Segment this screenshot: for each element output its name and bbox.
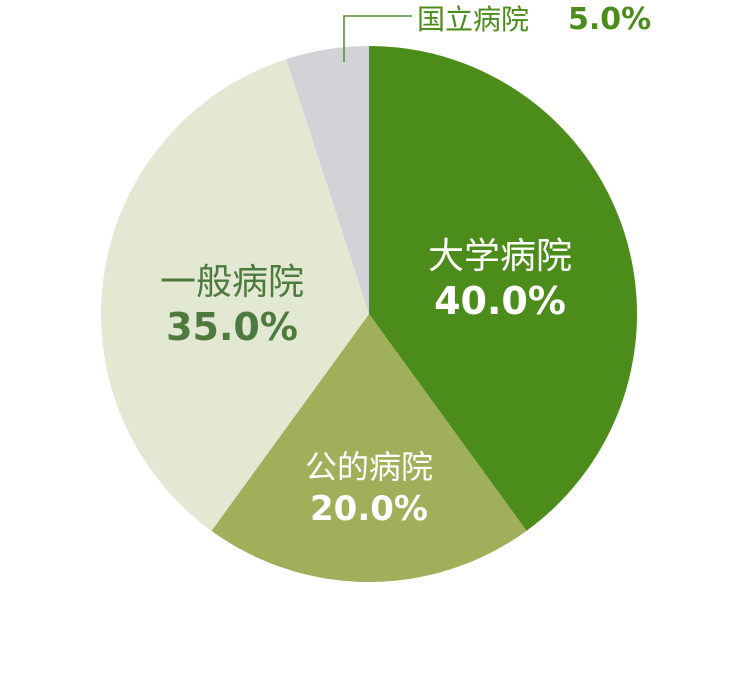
pie-slice-3 xyxy=(101,59,370,531)
slice-value-label: 40.0% xyxy=(434,279,566,323)
callout-value-label: 5.0% xyxy=(568,2,651,37)
slice-category-label: 大学病院 xyxy=(428,236,572,277)
pie-slice-2 xyxy=(211,314,527,582)
slice-category-label: 公的病院 xyxy=(305,448,433,486)
slice-value-label: 35.0% xyxy=(166,305,298,349)
slice-category-label: 一般病院 xyxy=(160,262,304,303)
pie-slice-4 xyxy=(286,46,369,314)
pie-slice-1 xyxy=(369,46,637,531)
slice-value-label: 20.0% xyxy=(310,489,428,529)
callout-category-label: 国立病院 xyxy=(417,3,529,36)
callout-leader-line xyxy=(343,15,412,62)
pie-slices xyxy=(101,46,637,582)
